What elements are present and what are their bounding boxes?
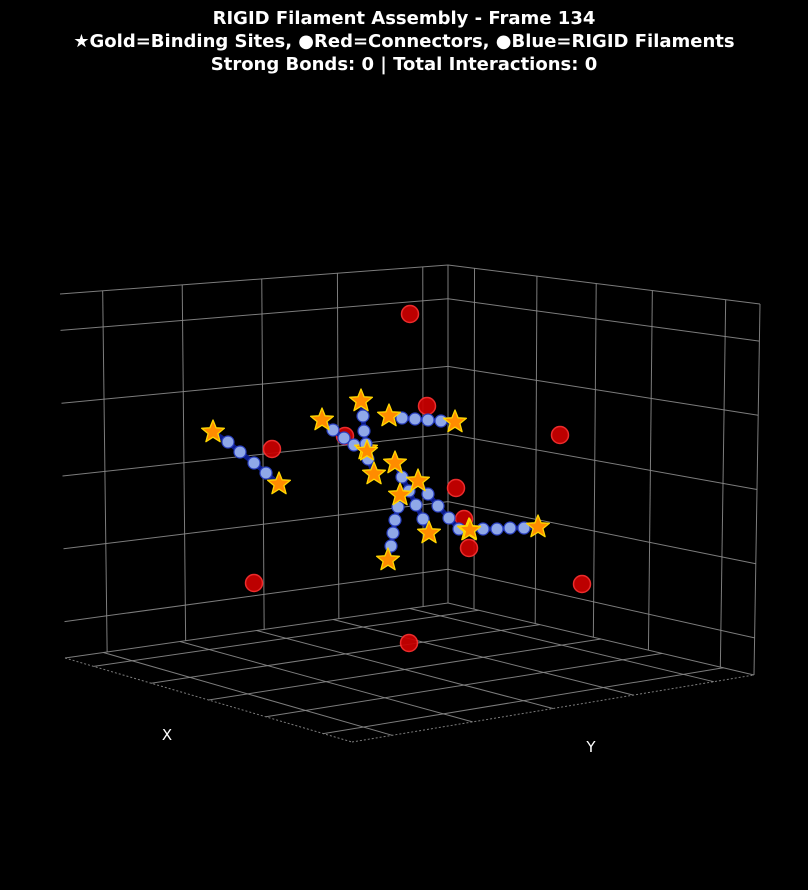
right-wall-hgrid-2: [447, 433, 758, 490]
left-wall-hgrid-2: [62, 433, 449, 477]
filament-5-bead-2: [442, 511, 456, 525]
filament-0-bead-0: [221, 435, 235, 449]
left-wall-hgrid-1: [61, 365, 449, 404]
filament-0-binding-site-0: [200, 419, 226, 443]
connector-point-0: [400, 304, 420, 324]
x-axis-label: X: [162, 726, 172, 744]
chart-status-line: Strong Bonds: 0 | Total Interactions: 0: [210, 54, 598, 75]
filament-4-bead-3: [416, 512, 430, 526]
floor-grid-b-2: [208, 638, 602, 701]
left-wall-hgrid-3: [63, 501, 449, 550]
filament-7-bead-2: [503, 521, 517, 535]
filament-0-bead-1: [233, 445, 247, 459]
floor-grid-b-1: [151, 624, 540, 684]
filament-6-binding-site-0: [387, 482, 413, 506]
floor-grid-b-4: [323, 667, 724, 735]
filament-3-bead-3: [434, 414, 448, 428]
left-wall-hgrid-4: [64, 568, 449, 623]
filament-0-binding-site-1: [266, 471, 292, 495]
floor-grid-b-3: [265, 652, 663, 718]
connector-point-9: [572, 574, 592, 594]
chart-legend-subtitle: ★Gold=Binding Sites, ●Red=Connectors, ●B…: [73, 31, 735, 52]
filament-3-binding-site-1: [442, 409, 468, 433]
filament-7-bead-0: [476, 522, 490, 536]
connector-point-3: [262, 439, 282, 459]
filament-1-bead-1: [337, 431, 351, 445]
filament-5-binding-site-0: [405, 468, 431, 492]
filament-6-binding-site-1: [375, 547, 401, 571]
filament-7-bead-3: [517, 521, 531, 535]
floor-grid-b-0: [93, 609, 479, 667]
y-axis-label: Y: [585, 738, 596, 756]
filament-5-bead-1: [431, 499, 445, 513]
filament-0-bead-2: [247, 456, 261, 470]
filament-6-bead-1: [388, 513, 402, 527]
connector-point-8: [244, 573, 264, 593]
filament-3-binding-site-0: [376, 403, 402, 427]
right-wall-hgrid-1: [447, 365, 759, 416]
axes-grid: [59, 264, 761, 743]
filament-4-bead-2: [409, 498, 423, 512]
binding-site-extra-0: [355, 439, 379, 461]
right-wall-top-edge: [447, 264, 761, 305]
connector-point-10: [399, 633, 419, 653]
filament-1-binding-site-0: [309, 407, 335, 431]
filament-6-bead-2: [386, 526, 400, 540]
connector-point-7: [459, 538, 479, 558]
filament-4-binding-site-0: [382, 450, 408, 474]
connector-point-5: [446, 478, 466, 498]
right-wall-hgrid-3: [447, 501, 756, 565]
connector-point-1: [417, 396, 437, 416]
filament-2-binding-site-1: [361, 461, 387, 485]
filament-3-bead-1: [408, 412, 422, 426]
chart-title: RIGID Filament Assembly - Frame 134: [212, 8, 596, 29]
left-wall-top-edge: [59, 264, 449, 295]
filament-4-binding-site-1: [416, 520, 442, 544]
filament-2-bead-1: [357, 424, 371, 438]
connector-point-4: [550, 425, 570, 445]
filament-7-bead-1: [490, 522, 504, 536]
right-wall-hgrid-4: [447, 568, 755, 639]
filament-0-bead-3: [259, 466, 273, 480]
filament-3-bead-0: [395, 411, 409, 425]
filament-1-bead-0: [326, 423, 340, 437]
data-points: [200, 304, 592, 653]
filament-2-bead-0: [356, 409, 370, 423]
left-wall-hgrid-0: [60, 298, 449, 331]
filament-7-binding-site-1: [525, 514, 551, 538]
binding-site-extra-1: [458, 518, 482, 540]
filament-3-bead-2: [421, 413, 435, 427]
filament-2-binding-site-0: [348, 388, 374, 412]
right-wall-hgrid-0: [447, 298, 760, 342]
